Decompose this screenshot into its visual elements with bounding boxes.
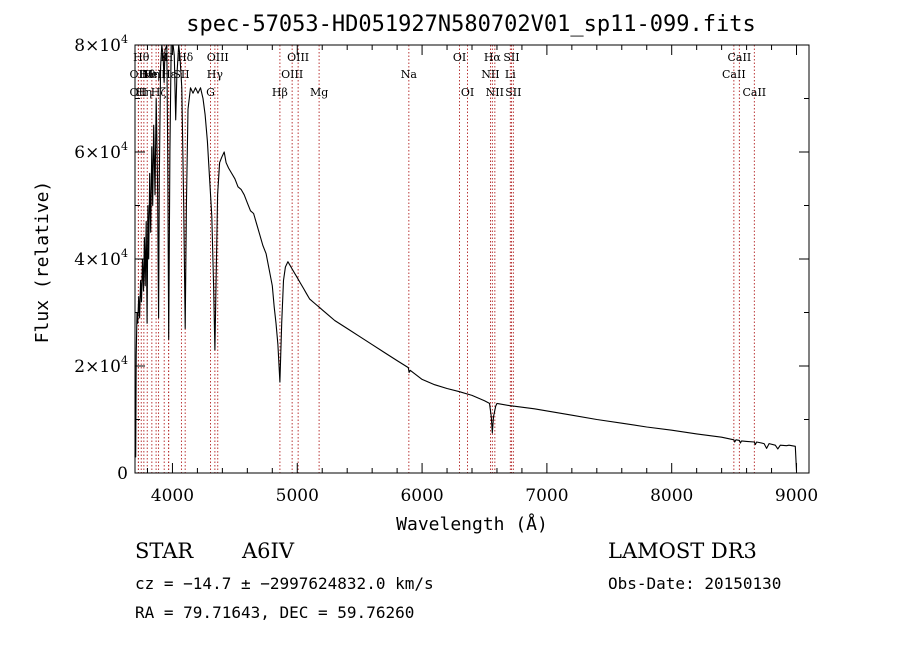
object-subclass: A6IV — [242, 539, 294, 563]
line-label: H — [164, 51, 174, 64]
x-tick-label: 7000 — [525, 486, 568, 506]
line-label: OIII — [281, 68, 303, 81]
object-class: STAR — [135, 539, 194, 563]
ra-dec: RA = 79.71643, DEC = 59.76260 — [135, 603, 415, 622]
y-tick-base: 0 — [117, 464, 128, 484]
line-label: OI — [461, 86, 474, 99]
y-tick-base: 6×10 — [74, 143, 121, 163]
plot-frame — [134, 44, 810, 474]
line-label: Hθ — [139, 68, 156, 81]
line-label: NII — [481, 68, 499, 81]
chart-title: spec-57053-HD051927N580702V01_sp11-099.f… — [186, 12, 756, 37]
y-tick-label: 2×104 — [74, 354, 128, 377]
x-tick-label: 8000 — [650, 486, 693, 506]
line-label: Hδ — [177, 51, 194, 64]
y-tick-exponent: 4 — [121, 247, 128, 260]
line-label: Hθ — [133, 51, 150, 64]
line-label: Hη — [136, 86, 152, 99]
obs-date: Obs-Date: 20150130 — [608, 574, 782, 593]
line-label: Li — [505, 68, 516, 81]
y-tick-exponent: 4 — [121, 33, 128, 46]
y-tick-exponent: 4 — [121, 140, 128, 153]
line-label: G — [206, 86, 215, 99]
line-label: SII — [505, 86, 521, 99]
spectral-line-labels: OIIOIIHθHηHθHηNeIIIHζKHHεSIIHδGHγOIIIHβO… — [130, 51, 767, 99]
spectral-line-markers — [137, 45, 755, 473]
line-label: CaII — [728, 51, 752, 64]
line-label: Na — [401, 68, 418, 81]
line-label: OII — [130, 68, 148, 81]
line-label: CaII — [742, 86, 766, 99]
y-tick-base: 8×10 — [74, 36, 121, 56]
line-label: Hζ — [151, 86, 167, 99]
axis-ticks — [135, 44, 809, 474]
y-tick-label: 4×104 — [74, 247, 128, 270]
y-tick-label: 6×104 — [74, 140, 128, 163]
line-label: OI — [453, 51, 466, 64]
x-tick-label: 5000 — [276, 486, 319, 506]
line-label: OIII — [287, 51, 309, 64]
x-tick-label: 6000 — [400, 486, 443, 506]
line-label: Hα — [484, 51, 502, 64]
line-label: OIII — [207, 51, 229, 64]
line-label: Hγ — [207, 68, 224, 81]
y-tick-exponent: 4 — [121, 354, 128, 367]
line-label: CaII — [722, 68, 746, 81]
redshift-line: cz = −14.7 ± −2997624832.0 km/s — [135, 574, 434, 593]
y-tick-label: 8×104 — [74, 33, 128, 56]
x-axis-label: Wavelength (Å) — [396, 513, 548, 535]
x-tick-labels: 4000 5000 6000 7000 8000 9000 — [151, 486, 818, 506]
survey-name: LAMOST DR3 — [608, 539, 757, 563]
line-label: Mg — [310, 86, 328, 99]
line-label: SII — [503, 51, 519, 64]
line-label: Hβ — [272, 86, 288, 99]
x-tick-label: 9000 — [775, 486, 818, 506]
y-axis-label: Flux (relative) — [32, 181, 53, 344]
y-tick-base: 2×10 — [74, 357, 121, 377]
line-label: NII — [486, 86, 504, 99]
y-tick-label: 0 — [117, 464, 128, 484]
y-tick-base: 4×10 — [74, 250, 121, 270]
x-tick-label: 4000 — [151, 486, 194, 506]
line-label: OII — [130, 86, 148, 99]
spectrum-line — [134, 44, 798, 471]
line-label: Hη — [144, 68, 160, 81]
